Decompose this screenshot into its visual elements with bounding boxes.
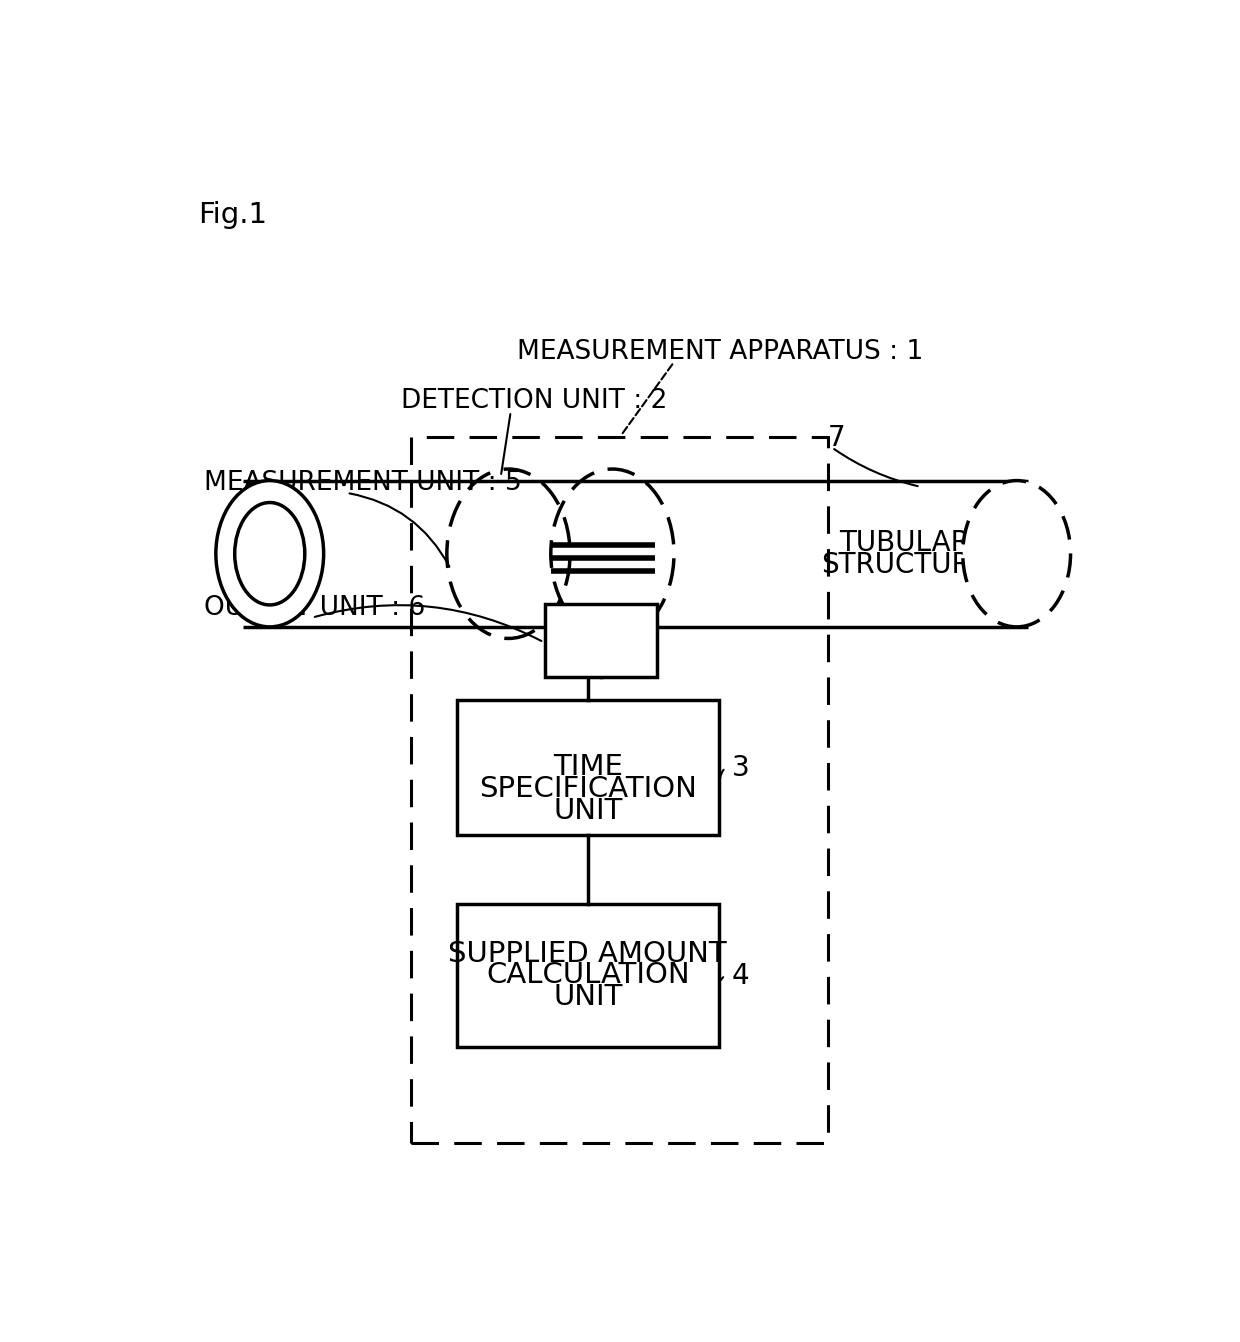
Text: TUBULAR: TUBULAR — [839, 529, 971, 557]
Text: SUPPLIED AMOUNT: SUPPLIED AMOUNT — [449, 939, 727, 968]
Text: TIME: TIME — [553, 753, 622, 781]
Ellipse shape — [216, 480, 324, 627]
Text: 4: 4 — [732, 962, 749, 989]
Text: SPECIFICATION: SPECIFICATION — [479, 774, 697, 803]
Text: DETECTION UNIT : 2: DETECTION UNIT : 2 — [401, 388, 667, 415]
Text: Fig.1: Fig.1 — [198, 201, 268, 229]
Text: MEASUREMENT UNIT : 5: MEASUREMENT UNIT : 5 — [205, 470, 522, 497]
Text: 7: 7 — [828, 424, 846, 452]
Text: OUTPUT UNIT : 6: OUTPUT UNIT : 6 — [205, 595, 425, 620]
Ellipse shape — [962, 480, 1070, 627]
Bar — [546, 604, 657, 676]
Bar — [456, 701, 719, 835]
Bar — [410, 436, 828, 1143]
Text: UNIT: UNIT — [553, 797, 622, 824]
Text: 3: 3 — [732, 754, 749, 782]
Text: CALCULATION: CALCULATION — [486, 961, 689, 989]
Text: MEASUREMENT APPARATUS : 1: MEASUREMENT APPARATUS : 1 — [517, 340, 924, 365]
Text: STRUCTURE: STRUCTURE — [821, 550, 988, 578]
Text: UNIT: UNIT — [553, 982, 622, 1011]
Bar — [456, 905, 719, 1047]
